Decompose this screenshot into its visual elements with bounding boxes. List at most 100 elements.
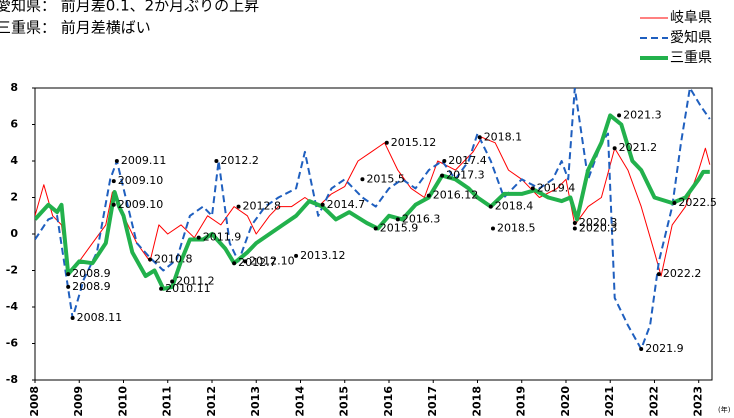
x-tick-label: 2016: [382, 386, 395, 417]
annotation-dot: [572, 226, 577, 231]
annotation-dot: [66, 272, 71, 277]
annotation-dot: [111, 179, 116, 184]
annotation-label: 2022.5: [678, 196, 717, 209]
annotation-dot: [488, 204, 493, 209]
legend-label: 三重県: [670, 50, 712, 66]
annotation-dot: [111, 202, 116, 207]
title-line: 三重県： 前月差横ばい: [0, 19, 151, 37]
x-tick-label: 2020: [559, 386, 572, 417]
annotation-label: 2020.3: [579, 222, 618, 235]
annotation-dot: [214, 159, 219, 163]
annotation-label: 2010.11: [165, 282, 211, 295]
annotation-dot: [196, 235, 201, 240]
annotation-dot: [360, 177, 365, 182]
y-tick-label: -6: [6, 337, 19, 350]
plot-area: [35, 88, 711, 350]
annotation-label: 2008.9: [72, 280, 111, 293]
annotation-dot: [170, 279, 175, 284]
legend-label: 愛知県: [670, 29, 712, 46]
annotation-dot: [440, 173, 445, 178]
annotation-label: 2011.9: [203, 231, 242, 244]
annotation-label: 2018.1: [484, 130, 522, 143]
y-tick-label: 0: [10, 227, 18, 240]
y-tick-label: -2: [6, 264, 18, 277]
y-tick-label: -4: [6, 300, 19, 313]
annotation-label: 2017.4: [448, 154, 487, 167]
x-tick-label: 2022: [647, 386, 660, 417]
series-line: [35, 136, 711, 277]
annotation-dot: [639, 346, 644, 351]
annotation-dot: [530, 186, 535, 191]
annotation-label: 2009.10: [118, 198, 163, 211]
annotation-label: 2020.3: [579, 216, 618, 229]
annotation-label: 2009.10: [118, 174, 163, 187]
annotation-label: 2013.12: [300, 249, 346, 262]
annotation-dot: [66, 284, 71, 289]
annotation-dot: [373, 226, 378, 231]
x-tick-label: 2015: [338, 386, 351, 417]
annotation-dot: [612, 146, 617, 151]
annotation-label: 2014.7: [327, 198, 366, 211]
annotation-label: 2022.2: [663, 267, 702, 280]
x-tick-label: 2013: [249, 386, 262, 417]
x-tick-label: 2023: [692, 386, 705, 417]
x-tick-label: 2008: [28, 386, 41, 417]
y-tick-label: 2: [10, 191, 18, 204]
title-line: 愛知県： 前月差0.1、2か月ぶりの上昇: [0, 0, 259, 15]
annotation-label: 2016.3: [402, 212, 441, 225]
annotation-dot: [617, 113, 622, 118]
x-tick-label: 2012: [205, 386, 218, 417]
annotation-dot: [320, 202, 325, 207]
annotation-label: 2021.9: [645, 342, 684, 355]
x-tick-label: 2014: [293, 386, 306, 417]
annotation-dot: [477, 135, 482, 140]
legend-label: 岐阜県: [670, 9, 712, 26]
annotation-dot: [236, 204, 241, 209]
annotation-dot: [243, 259, 248, 264]
y-tick-label: 8: [10, 81, 18, 94]
annotation-label: 2021.3: [623, 108, 662, 121]
y-tick-label: 6: [10, 118, 18, 131]
annotation-dot: [395, 217, 400, 222]
annotation-label: 2008.9: [72, 267, 111, 280]
x-tick-label: 2010: [116, 386, 129, 417]
annotation-label: 2010.8: [154, 253, 193, 266]
annotation-dot: [294, 253, 299, 258]
x-tick-label: 2011: [161, 386, 174, 417]
annotation-label: 2021.2: [619, 141, 658, 154]
annotation-dot: [656, 272, 661, 277]
annotation-dot: [159, 286, 164, 291]
annotation-label: 2009.11: [121, 154, 166, 167]
annotation-label: 2011.2: [176, 274, 215, 287]
annotation-label: 2015.5: [366, 172, 405, 185]
annotation-label: 2019.4: [537, 181, 576, 194]
series-line: [35, 113, 710, 291]
annotation-dot: [70, 315, 75, 320]
annotation-label: 2016.12: [433, 189, 479, 202]
annotation-dot: [114, 159, 119, 163]
annotation-dot: [672, 200, 677, 205]
annotation-label: 2018.5: [497, 222, 536, 235]
annotation-label: 2012.8: [243, 200, 282, 213]
y-tick-label: -8: [6, 373, 18, 386]
annotation-label: 2012.2: [220, 154, 259, 167]
annotation-dot: [490, 226, 495, 231]
annotation-label: 2018.4: [495, 200, 534, 213]
x-tick-label: 2017: [426, 386, 439, 417]
y-tick-label: 4: [10, 154, 18, 167]
annotation-label: 2015.12: [391, 136, 437, 149]
series-line: [35, 88, 711, 350]
x-unit-label: (年): [718, 405, 731, 414]
x-tick-label: 2009: [72, 386, 85, 417]
x-tick-label: 2019: [515, 386, 528, 417]
annotation-label: 2012.7: [238, 256, 277, 269]
x-tick-label: 2021: [603, 386, 616, 417]
annotation-label: 2017.3: [446, 169, 485, 182]
annotation-label: 2012.10: [249, 254, 295, 267]
annotation-label: 2015.9: [380, 222, 419, 235]
annotation-dot: [384, 140, 389, 145]
annotation-dot: [232, 261, 237, 266]
annotation-dot: [442, 159, 447, 163]
annotation-dot: [426, 193, 431, 198]
